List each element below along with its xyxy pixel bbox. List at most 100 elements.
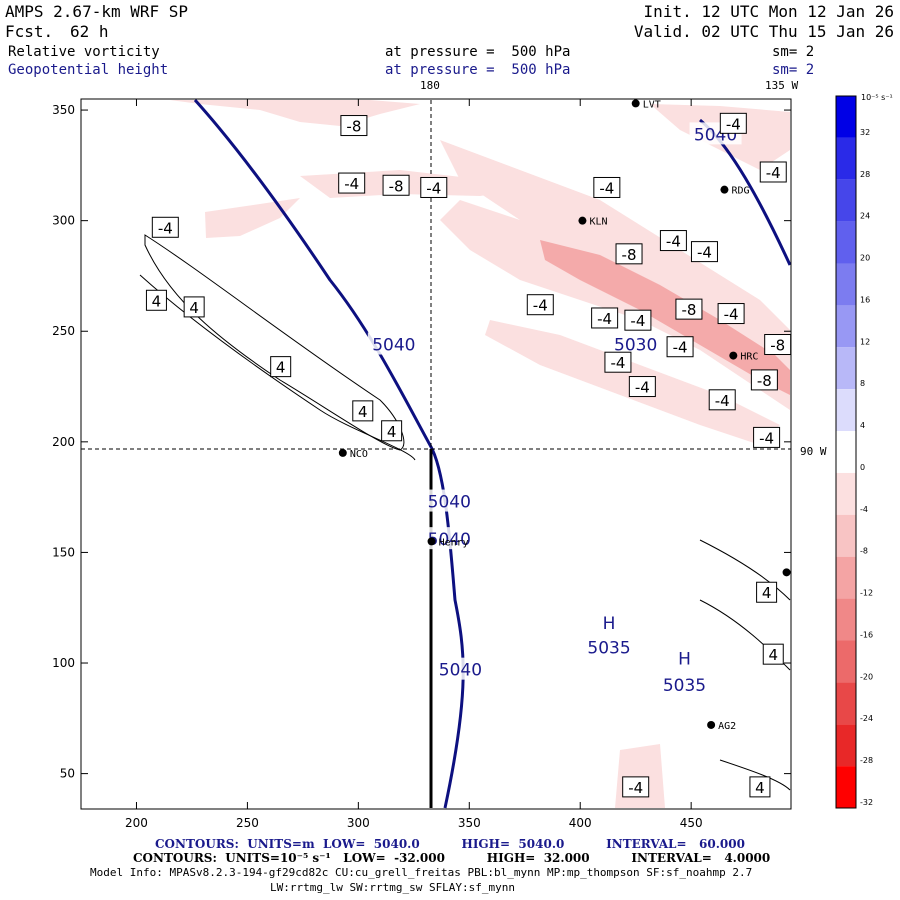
colorbar-frame <box>835 95 857 809</box>
station-name: RDG <box>731 186 749 197</box>
vorticity-label-box <box>622 776 650 798</box>
vorticity-label: -4 <box>635 379 650 397</box>
vorticity-label-box <box>593 176 621 198</box>
map-labels: 200 250 300 350 400 450 50 100 150 200 250 300 350 50… <box>52 103 792 830</box>
colorbar-swatch <box>836 766 856 808</box>
y-tick-label: 50 <box>60 767 75 781</box>
model-info-line1: Model Info: MPASv8.2.3-194-gf29cd82c CU:… <box>90 866 753 879</box>
vorticity-label: -4 <box>724 306 739 324</box>
vorticity-label-box <box>420 176 448 198</box>
vorticity-label: -8 <box>681 301 696 319</box>
station-name: Henry <box>439 537 469 548</box>
vorticity-label: -4 <box>628 779 643 797</box>
vorticity-contour-b <box>139 274 416 461</box>
lon-label-top: 180 <box>420 79 440 92</box>
vorticity-label-box <box>183 296 205 318</box>
colorbar-swatch <box>836 347 856 390</box>
vorticity-label-box <box>382 174 410 196</box>
vorticity-label: -4 <box>766 164 781 182</box>
vorticity-label-box <box>604 351 632 373</box>
positive-vorticity-contours <box>139 234 791 791</box>
height-label-bg <box>658 673 711 696</box>
station-marker <box>729 351 738 360</box>
colorbar-unit: 10⁻⁵ s⁻¹ <box>861 93 893 102</box>
colorbar-label: 12 <box>860 337 870 346</box>
vorticity-label-box <box>340 115 368 137</box>
vorticity-band-west <box>205 198 300 238</box>
vorticity-label: -4 <box>344 175 359 193</box>
field1-title: Relative vorticity <box>8 44 160 60</box>
vorticity-label: -4 <box>597 310 612 328</box>
y-tick-label: 350 <box>52 103 75 117</box>
vorticity-label-box <box>749 776 771 798</box>
vorticity-label: 4 <box>768 646 778 664</box>
forecast-hour: 62 h <box>70 22 109 41</box>
vorticity-label-box <box>750 369 778 391</box>
vorticity-label-box <box>628 376 656 398</box>
vorticity-label-box <box>615 243 643 265</box>
colorbar-label: 28 <box>860 170 870 179</box>
station-marker <box>338 448 347 457</box>
colorbar-label: 24 <box>860 212 870 221</box>
vorticity-label: -4 <box>666 233 681 251</box>
colorbar-label: -28 <box>860 756 873 765</box>
vorticity-label-box <box>338 172 366 194</box>
height-label: 5040 <box>439 661 482 681</box>
y-tick-label: 150 <box>52 545 75 559</box>
height-label: 5040 <box>428 530 471 550</box>
colorbar-swatch <box>836 431 856 473</box>
colorbar-label: -4 <box>860 505 868 514</box>
model-title: AMPS 2.67-km WRF SP <box>5 2 189 21</box>
lon-label-right: 90 W <box>800 445 827 458</box>
height-label: 5040 <box>372 336 415 356</box>
vorticity-label-box <box>759 161 787 183</box>
x-tick-label: 450 <box>680 816 703 830</box>
vorticity-label: -4 <box>599 179 614 197</box>
station-name: AG2 <box>718 721 736 732</box>
height-label: H <box>678 650 691 670</box>
vorticity-label-box <box>756 581 778 603</box>
vorticity-label-box <box>145 289 167 311</box>
station-name: LVT <box>643 99 661 110</box>
station-marker <box>631 99 640 108</box>
vorticity-label: -4 <box>697 244 712 262</box>
vorticity-label-box <box>717 303 745 325</box>
x-tick-label: 300 <box>347 816 370 830</box>
x-tick-label: 200 <box>125 816 148 830</box>
height-label-bg <box>367 332 420 355</box>
field2-pressure: at pressure = 500 hPa <box>385 62 571 78</box>
colorbar-label: 20 <box>860 254 870 263</box>
colorbar-swatch <box>836 724 856 767</box>
station-marker <box>427 537 436 546</box>
vorticity-label: -8 <box>757 372 772 390</box>
vorticity-label: 4 <box>189 299 199 317</box>
vorticity-label: -8 <box>346 118 361 136</box>
colorbar-swatch <box>836 472 856 515</box>
vorticity-label: 4 <box>358 403 368 421</box>
vorticity-label: 4 <box>152 292 162 310</box>
colorbar-swatch <box>836 96 856 138</box>
vorticity-label-box <box>690 241 718 263</box>
colorbar-swatch <box>836 389 856 432</box>
colorbar-swatch <box>836 263 856 306</box>
station-marker <box>578 216 587 225</box>
vorticity-label-box <box>659 230 687 252</box>
colorbar-label: -32 <box>860 798 873 807</box>
height-label: 5035 <box>587 639 630 659</box>
colorbar-swatch <box>836 305 856 348</box>
vorticity-label: 4 <box>387 423 397 441</box>
height-contour-west <box>193 98 465 809</box>
station-marker <box>782 568 791 577</box>
vorticity-shading <box>170 100 790 808</box>
vorticity-label-box <box>708 389 736 411</box>
vorticity-label-box <box>270 356 292 378</box>
x-tick-label: 350 <box>458 816 481 830</box>
field2-smoothing: sm= 2 <box>772 62 815 78</box>
vorticity-band-core <box>540 240 790 395</box>
station-marker <box>707 720 716 729</box>
vorticity-label: -8 <box>389 177 404 195</box>
stations: LVT RDG KLN HRC NCO Henry AG2 <box>338 99 791 732</box>
vorticity-contour-e <box>719 759 791 791</box>
vorticity-contour-c <box>699 539 791 601</box>
